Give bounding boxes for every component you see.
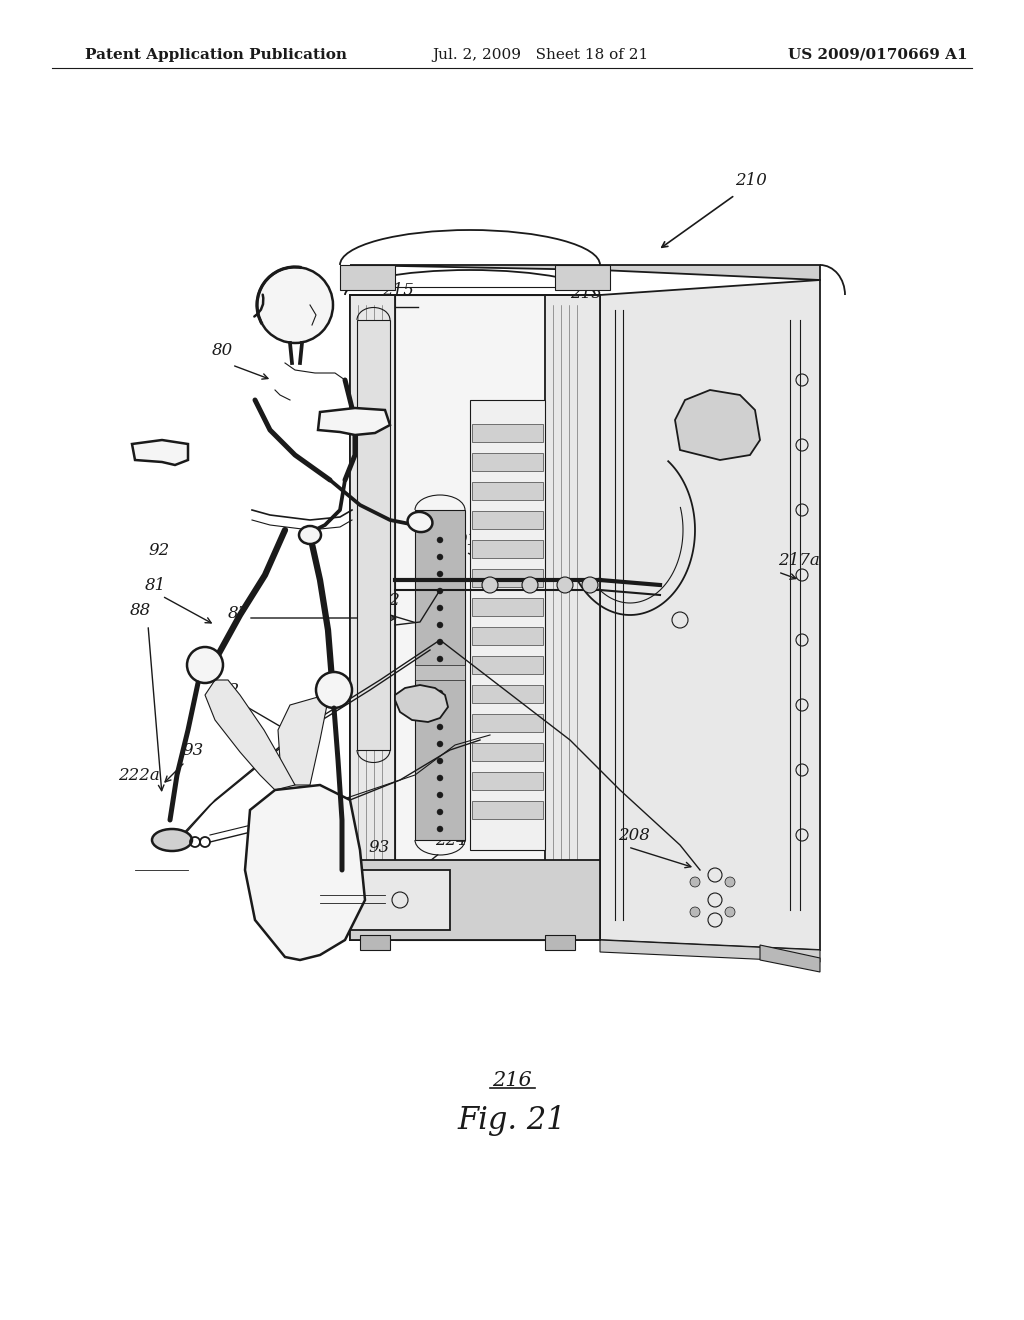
Polygon shape [675, 389, 760, 459]
Bar [350, 861, 600, 940]
Bar [472, 743, 543, 762]
Text: 222a: 222a [118, 767, 160, 784]
Circle shape [437, 605, 443, 611]
Circle shape [437, 587, 443, 594]
Bar [350, 294, 600, 940]
Circle shape [437, 792, 443, 799]
Circle shape [437, 673, 443, 678]
Text: 93: 93 [182, 742, 203, 759]
Bar [472, 482, 543, 500]
Bar [350, 870, 450, 931]
Polygon shape [395, 685, 449, 722]
Bar [472, 685, 543, 704]
Text: 217a: 217a [778, 552, 820, 569]
Bar [545, 294, 600, 940]
Text: 81: 81 [145, 577, 166, 594]
Bar [472, 714, 543, 733]
Circle shape [725, 876, 735, 887]
Bar [472, 772, 543, 789]
Circle shape [557, 577, 573, 593]
Circle shape [437, 622, 443, 628]
Text: 216: 216 [493, 1071, 531, 1089]
Circle shape [437, 639, 443, 645]
Bar [472, 511, 543, 529]
Polygon shape [600, 280, 820, 950]
Polygon shape [245, 785, 365, 960]
Circle shape [437, 537, 443, 543]
FancyArrowPatch shape [254, 294, 263, 317]
Bar [472, 627, 543, 645]
Polygon shape [278, 696, 328, 785]
Bar [472, 569, 543, 587]
Circle shape [582, 577, 598, 593]
Circle shape [187, 647, 223, 682]
Text: 215: 215 [382, 282, 414, 300]
Text: Jul. 2, 2009   Sheet 18 of 21: Jul. 2, 2009 Sheet 18 of 21 [432, 48, 648, 62]
Bar [472, 540, 543, 558]
Text: US 2009/0170669 A1: US 2009/0170669 A1 [788, 48, 968, 62]
Bar [472, 656, 543, 675]
Circle shape [725, 907, 735, 917]
Circle shape [437, 723, 443, 730]
Circle shape [482, 577, 498, 593]
Polygon shape [760, 945, 820, 972]
Text: 215: 215 [570, 285, 602, 302]
Bar [395, 294, 545, 940]
Circle shape [257, 267, 333, 343]
Circle shape [522, 577, 538, 593]
Bar [545, 935, 575, 950]
Text: 262: 262 [368, 591, 400, 609]
Polygon shape [350, 265, 820, 280]
Bar [340, 265, 395, 290]
Polygon shape [600, 940, 820, 962]
Bar [360, 935, 390, 950]
Ellipse shape [152, 829, 193, 851]
Text: Patent Application Publication: Patent Application Publication [85, 48, 347, 62]
Bar [472, 424, 543, 442]
Bar [350, 294, 395, 940]
Bar [357, 319, 390, 750]
Bar [472, 453, 543, 471]
Circle shape [437, 572, 443, 577]
Text: 224: 224 [435, 832, 467, 849]
Polygon shape [318, 408, 390, 436]
Circle shape [437, 656, 443, 663]
Ellipse shape [299, 525, 321, 544]
Text: 210: 210 [735, 172, 767, 189]
Circle shape [437, 758, 443, 764]
Circle shape [316, 672, 352, 708]
Bar [472, 598, 543, 616]
Circle shape [437, 708, 443, 713]
Bar [472, 801, 543, 818]
Circle shape [437, 741, 443, 747]
Polygon shape [132, 440, 188, 465]
Text: 93: 93 [368, 840, 389, 855]
Circle shape [690, 907, 700, 917]
Bar [415, 510, 465, 840]
Circle shape [437, 809, 443, 814]
Ellipse shape [408, 512, 432, 532]
Text: 87: 87 [228, 605, 249, 622]
Bar [470, 400, 545, 850]
Text: 92: 92 [218, 682, 240, 700]
Circle shape [437, 826, 443, 832]
Circle shape [690, 876, 700, 887]
Circle shape [437, 775, 443, 781]
Polygon shape [205, 680, 295, 789]
Circle shape [437, 554, 443, 560]
Text: 80: 80 [212, 342, 233, 359]
Bar [415, 665, 465, 680]
Text: 88: 88 [130, 602, 152, 619]
Bar [555, 265, 610, 290]
Text: 91: 91 [456, 532, 477, 549]
Circle shape [437, 690, 443, 696]
Text: 208: 208 [618, 828, 650, 843]
Text: 92: 92 [148, 543, 169, 558]
Text: Fig. 21: Fig. 21 [458, 1105, 566, 1135]
